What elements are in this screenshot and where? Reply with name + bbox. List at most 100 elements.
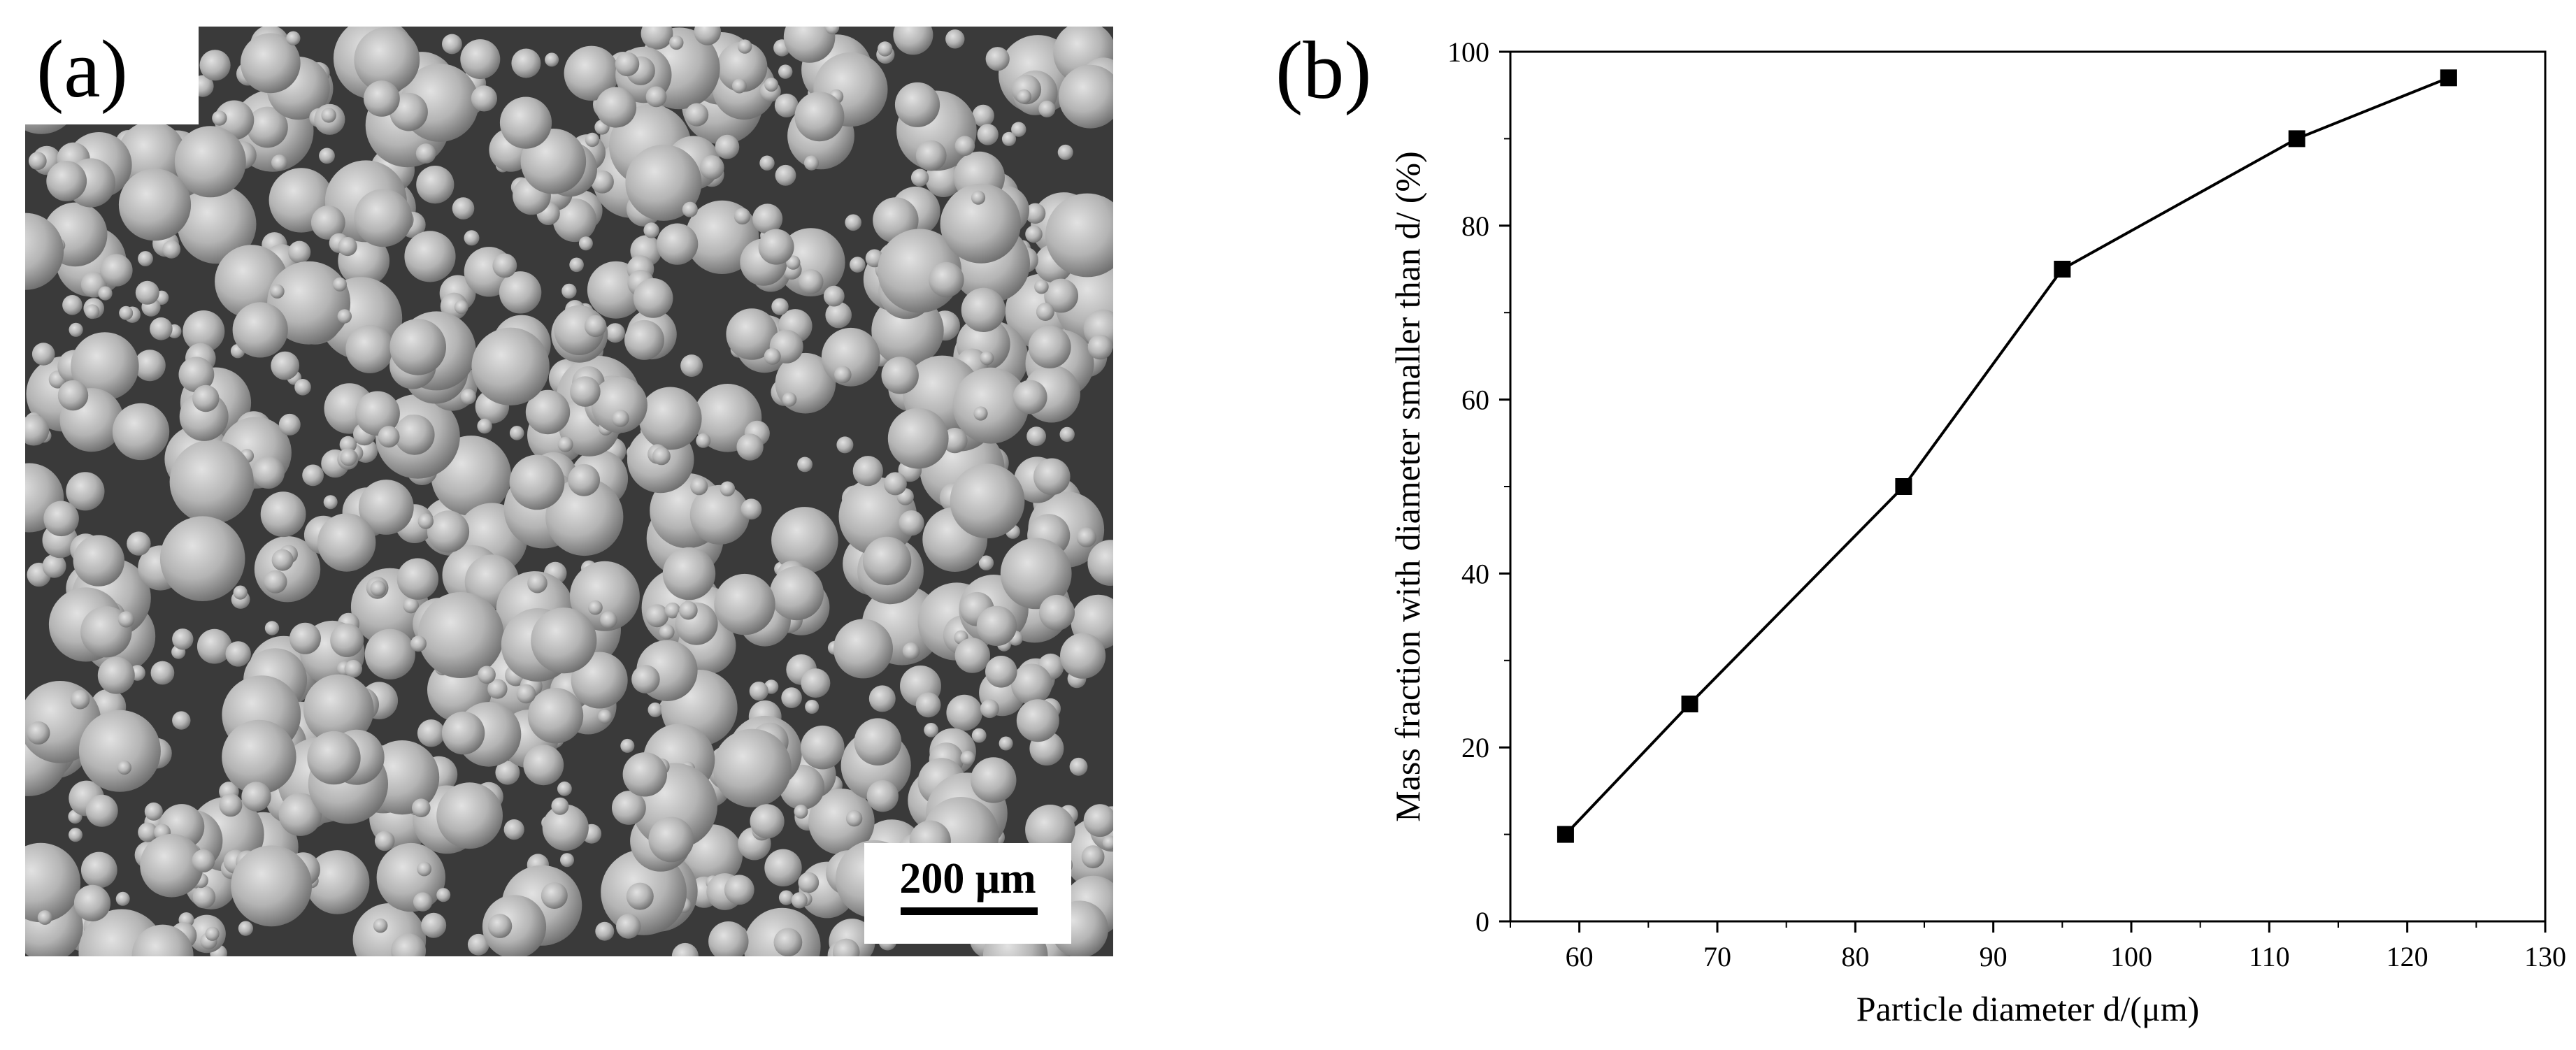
powder-particle [427,510,470,553]
powder-particle [252,456,285,489]
powder-particle [85,794,118,827]
cumulative-distribution-chart: 60 70 80 90 100 110 120 130 0 20 40 60 80 100 Particl… [1388,36,2566,1028]
powder-particle [1016,699,1059,742]
powder-particle [612,791,646,825]
powder-particle [492,253,517,278]
powder-particle [264,570,287,594]
powder-particle [117,611,135,628]
powder-particle [354,189,413,247]
powder-particle [499,96,552,149]
powder-particle [271,351,300,380]
powder-particle [1026,426,1046,446]
powder-particle [564,45,619,101]
powder-particle [177,185,257,264]
scale-bar: 200 μm [864,843,1071,944]
powder-particle [561,283,577,299]
powder-particle [595,921,615,941]
powder-particle [416,166,455,204]
powder-particle [46,161,87,201]
powder-particle [624,319,664,360]
powder-particle [487,679,508,699]
powder-particle [803,155,820,171]
powder-particle [527,573,548,594]
panel-label-a: (a) [36,23,128,115]
powder-particle [278,793,322,836]
powder-particle [669,35,684,50]
powder-particle [267,261,351,345]
plot-frame [1509,50,2547,923]
powder-particle [127,531,151,556]
powder-particle [782,392,797,407]
powder-particle [740,498,762,520]
powder-particle [625,144,702,221]
powder-particle [523,745,564,786]
powder-particle [27,721,50,745]
x-tick-label: 60 [1566,941,1594,972]
powder-particle [764,347,781,365]
powder-particle [794,92,845,142]
powder-particle [503,819,524,840]
powder-particle [192,384,220,412]
powder-particle [73,535,124,587]
data-point-marker [2440,69,2457,87]
powder-particle [278,413,301,436]
powder-particle [358,480,414,535]
powder-particle [436,782,503,849]
powder-particle [694,27,722,45]
powder-particle [1024,203,1046,224]
powder-particle [690,477,708,496]
powder-particle [801,725,845,770]
powder-particle [355,391,400,436]
powder-particle [516,684,536,704]
powder-particle [915,140,947,171]
powder-particle [487,914,513,938]
powder-particle [260,491,306,538]
powder-particle [140,833,203,898]
powder-particle [303,674,374,745]
powder-particle [389,319,446,375]
powder-particle [417,719,445,747]
powder-particle [1011,122,1026,137]
powder-particle [442,34,462,55]
powder-particle [319,148,335,164]
powder-particle [664,602,681,619]
powder-particle [752,203,783,234]
powder-particle [452,197,475,220]
powder-particle [410,635,427,652]
powder-particle [954,136,975,156]
powder-particle [631,665,660,693]
powder-particle [622,752,667,797]
powder-particle [98,286,113,301]
powder-particle [394,415,435,455]
powder-particle [1081,845,1105,869]
x-axis-title: Particle diameter d/(μm) [1856,989,2200,1028]
powder-particle [117,760,131,775]
powder-particle [985,656,1017,688]
powder-particle [799,269,824,294]
panel-label-b: (b) [1275,24,1372,116]
powder-particle [1044,278,1078,313]
powder-particle [231,845,312,927]
powder-particle [734,208,751,225]
powder-particle [415,143,436,164]
powder-particle [323,495,338,510]
powder-particle [980,699,999,719]
powder-particle [887,408,949,469]
powder-particle [378,426,400,448]
powder-particle [62,295,83,315]
powder-particle [241,782,271,812]
powder-particle [862,536,912,586]
powder-particle [542,804,589,851]
powder-particle [196,628,232,664]
powder-particle [85,304,100,319]
powder-particle [264,621,280,635]
powder-particle [626,882,654,910]
powder-particle [759,155,775,171]
data-point-marker [1557,826,1574,843]
powder-particle [37,910,52,925]
powder-particle [212,110,227,126]
y-axis-title: Mass fraction with diameter smaller than… [1388,151,1427,821]
powder-particle [289,622,321,654]
powder-particle [825,301,852,329]
powder-particle [417,592,504,678]
